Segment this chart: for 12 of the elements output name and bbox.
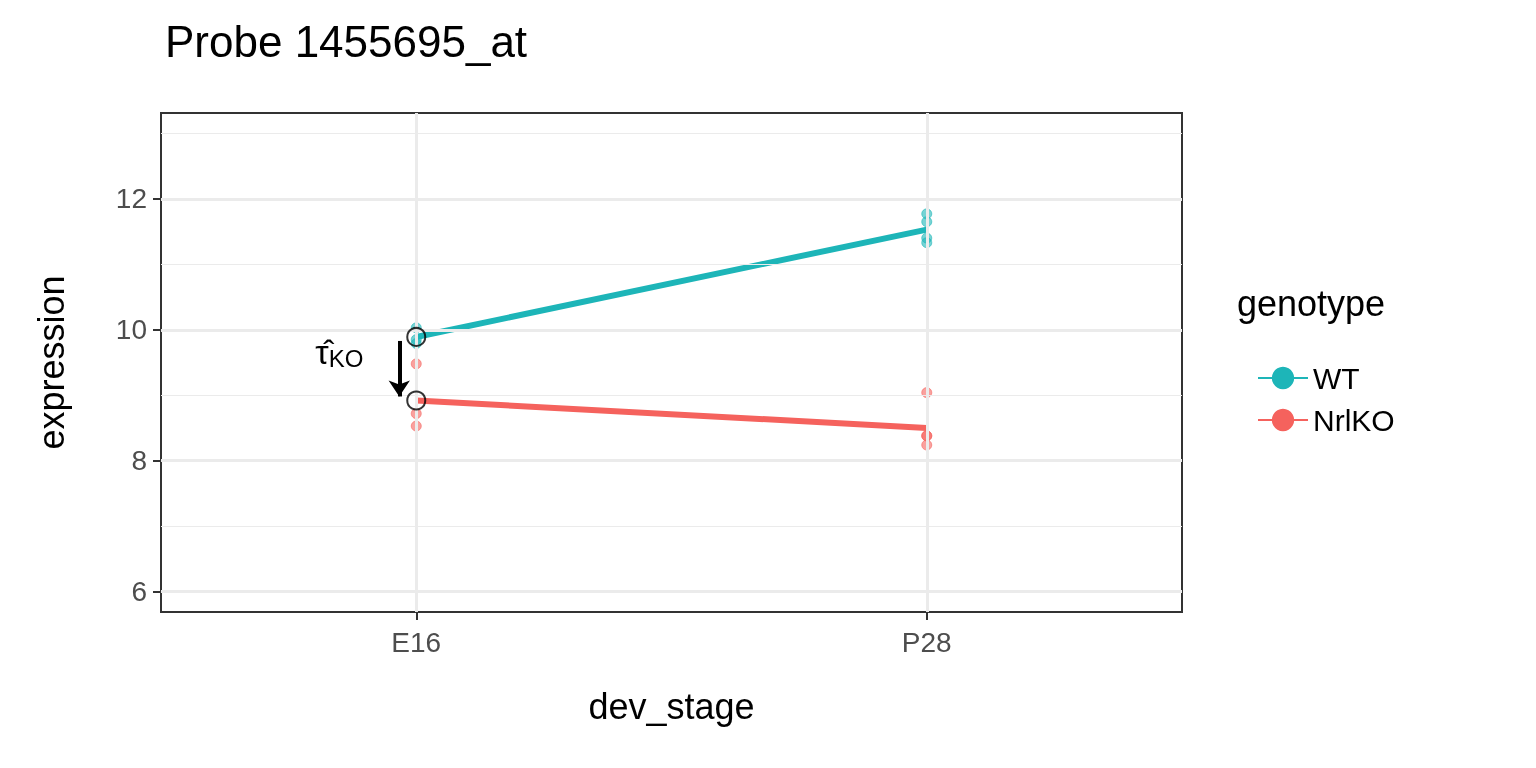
chart-title: Probe 1455695_at — [165, 16, 528, 66]
x-axis-title: dev_stage — [588, 685, 755, 727]
y-tick-label: 6 — [131, 576, 147, 608]
y-tick-label: 10 — [115, 314, 147, 346]
y-tick-label: 8 — [131, 445, 147, 477]
legend-title: genotype — [1237, 282, 1386, 324]
y-tick-label: 12 — [115, 183, 147, 215]
legend-label: NrlKO — [1313, 403, 1395, 437]
x-tick-label: E16 — [391, 626, 442, 658]
x-tick-label: P28 — [901, 626, 952, 658]
y-axis-title: expression — [30, 275, 72, 450]
legend-label: WT — [1313, 361, 1360, 395]
